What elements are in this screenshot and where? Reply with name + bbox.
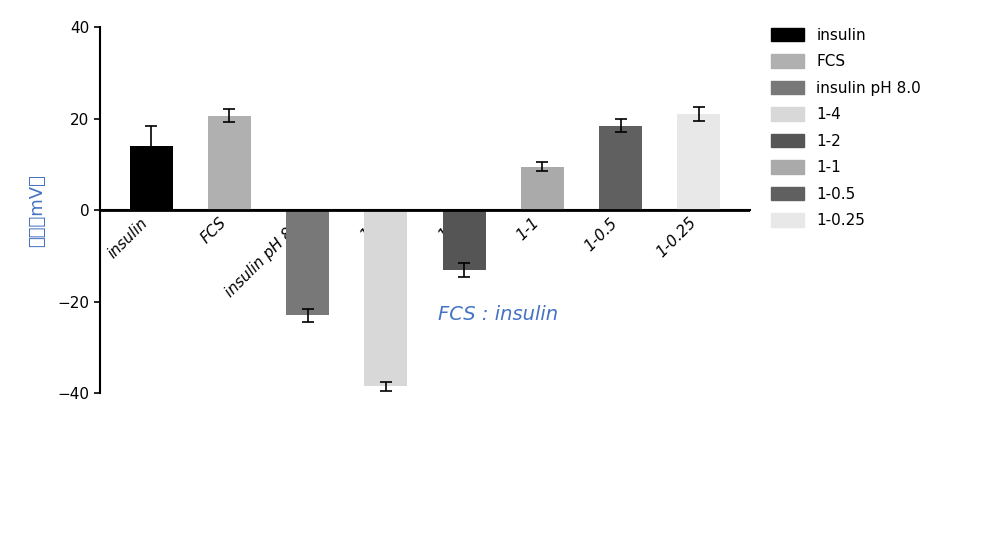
Bar (208, 116, 251, 210)
Bar (521, 167, 564, 210)
Bar (443, 210, 486, 270)
Legend: insulin, FCS, insulin pH 8.0, 1-4, 1-2, 1-1, 1-0.5, 1-0.25: insulin, FCS, insulin pH 8.0, 1-4, 1-2, … (771, 28, 921, 228)
Y-axis label: 电位（mV）: 电位（mV） (28, 174, 46, 247)
Bar (599, 126, 642, 210)
Text: FCS : insulin: FCS : insulin (438, 305, 558, 324)
Bar (286, 210, 329, 316)
Bar (364, 210, 407, 386)
Bar (130, 146, 173, 210)
Bar (677, 114, 720, 210)
